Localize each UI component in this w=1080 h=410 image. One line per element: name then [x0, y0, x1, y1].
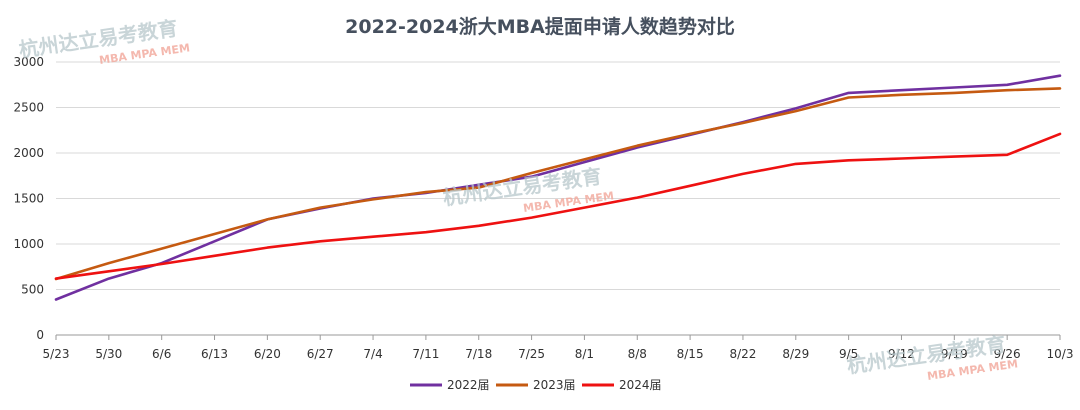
x-tick-label: 10/3: [1047, 347, 1074, 361]
x-tick-label: 9/19: [941, 347, 968, 361]
watermark-3: 杭州达立易考教育 MBA MPA MEM: [845, 332, 1018, 383]
x-tick-label: 8/1: [575, 347, 594, 361]
legend-label: 2023届: [533, 378, 576, 392]
series-line-2022届: [54, 74, 1062, 301]
x-tick-label: 5/30: [95, 347, 122, 361]
y-tick-label: 500: [21, 283, 44, 297]
axes: 0 500 1000 1500 2000 2500 3000 5/23 5/30 6/6 6/13 6…: [13, 55, 1073, 361]
x-tick-label: 8/15: [677, 347, 704, 361]
legend-label: 2022届: [447, 378, 490, 392]
x-tick-label: 6/13: [201, 347, 228, 361]
y-tick-label: 0: [36, 328, 44, 342]
x-tick-label: 6/27: [307, 347, 334, 361]
x-tick-label: 8/22: [729, 347, 756, 361]
y-tick-label: 3000: [13, 55, 44, 69]
y-tick-label: 2500: [13, 101, 44, 115]
y-tick-label: 1500: [13, 192, 44, 206]
grid: [56, 61, 1060, 336]
series-line-2024届: [54, 132, 1062, 280]
chart-title: 2022-2024浙大MBA提面申请人数趋势对比: [345, 15, 735, 38]
series-lines: [54, 74, 1062, 301]
x-tick-label: 6/6: [152, 347, 171, 361]
y-tick-label: 1000: [13, 237, 44, 251]
x-tick-label: 8/29: [782, 347, 809, 361]
x-tick-label: 7/11: [412, 347, 439, 361]
x-tick-label: 7/25: [518, 347, 545, 361]
x-tick-label: 9/26: [994, 347, 1021, 361]
watermark-2: 杭州达立易考教育 MBA MPA MEM: [441, 164, 614, 215]
watermarks: 杭州达立易考教育 MBA MPA MEM 杭州达立易考教育 MBA MPA ME…: [17, 16, 1018, 383]
x-tick-label: 9/12: [888, 347, 915, 361]
x-tick-label: 7/4: [363, 347, 382, 361]
legend: 2022届 2023届 2024届: [410, 378, 662, 392]
x-tick-label: 5/23: [43, 347, 70, 361]
y-tick-label: 2000: [13, 146, 44, 160]
x-tick-label: 6/20: [254, 347, 281, 361]
legend-label: 2024届: [619, 378, 662, 392]
series-line-2023届: [54, 87, 1062, 281]
x-tick-label: 8/8: [628, 347, 647, 361]
x-tick-label: 7/18: [465, 347, 492, 361]
x-tick-label: 9/5: [839, 347, 858, 361]
